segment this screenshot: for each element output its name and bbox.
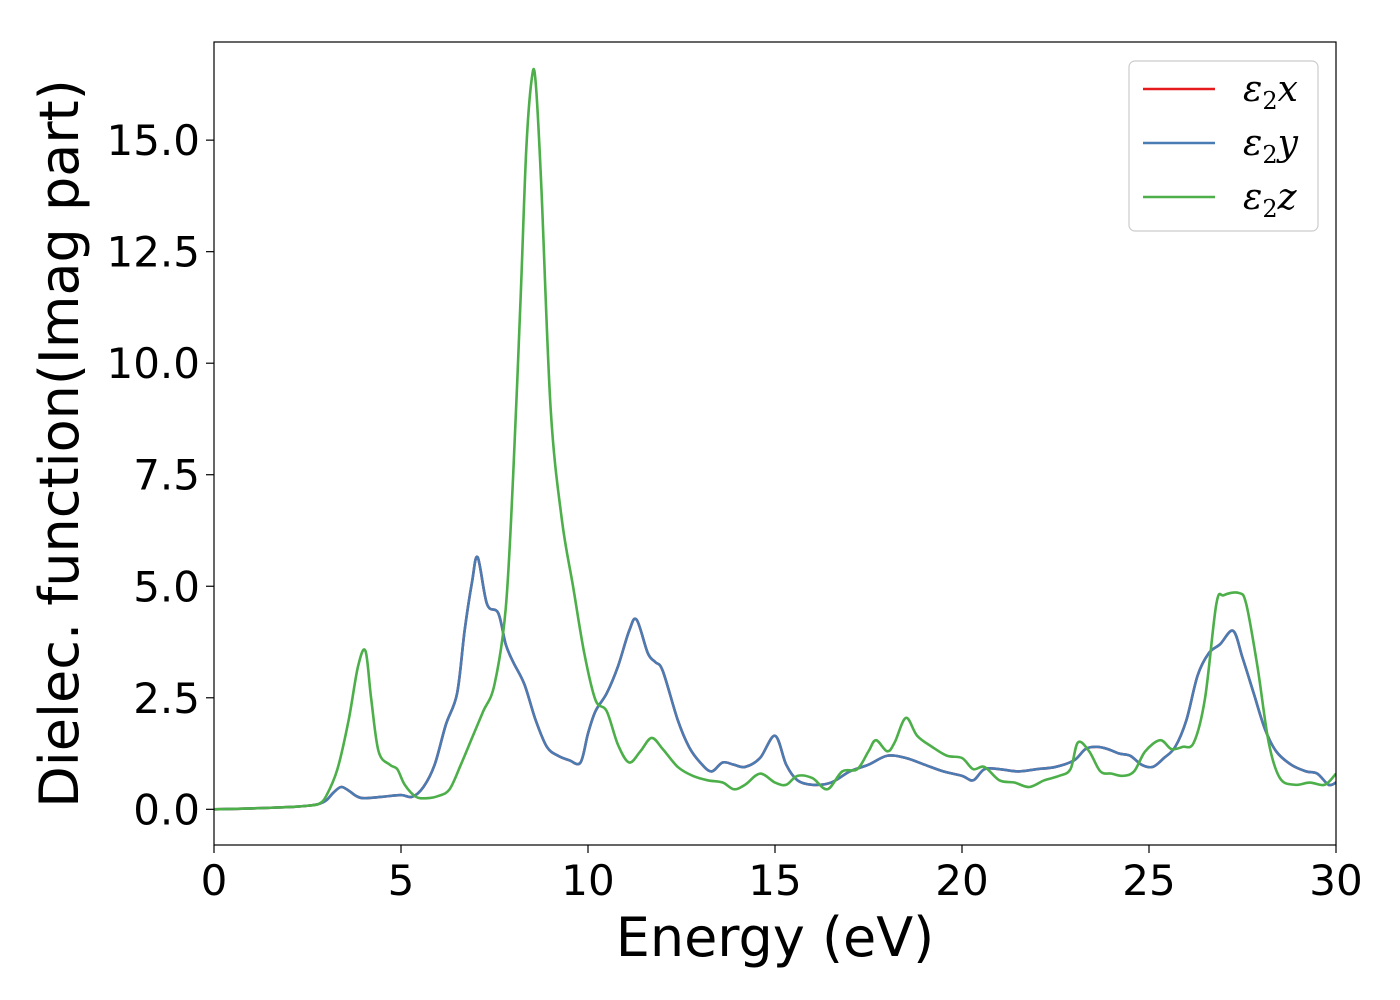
legend-box (1128, 60, 1319, 232)
x-axis-label: Energy (eV) (616, 906, 935, 969)
y-tick-label: 0.0 (133, 785, 200, 834)
legend-subscript: 2 (1262, 87, 1277, 115)
y-axis-label: Dielec. function(Imag part) (28, 79, 91, 808)
legend-symbol: ε (1243, 123, 1262, 164)
legend-component: x (1278, 69, 1298, 110)
legend-component: y (1276, 123, 1299, 164)
series-line-z (214, 67, 1336, 811)
x-tick-label: 20 (935, 856, 988, 905)
legend-label-y: ε2y (1243, 123, 1299, 169)
y-tick-label: 2.5 (133, 674, 200, 723)
legend-subscript: 2 (1262, 141, 1277, 169)
series-line-x (214, 555, 1336, 811)
legend-label-z: ε2z (1243, 177, 1298, 223)
y-tick-label: 12.5 (106, 228, 200, 277)
legend-symbol: ε (1243, 69, 1262, 110)
x-tick-label: 10 (561, 856, 614, 905)
legend-subscript: 2 (1262, 195, 1277, 223)
legend-symbol: ε (1243, 177, 1262, 218)
y-tick-label: 7.5 (133, 451, 200, 500)
x-tick-label: 5 (388, 856, 415, 905)
series-lines (214, 67, 1336, 811)
y-tick-label: 15.0 (106, 116, 200, 165)
x-tick-label: 15 (748, 856, 801, 905)
legend-component: z (1277, 177, 1298, 218)
x-tick-label: 0 (201, 856, 228, 905)
y-tick-label: 10.0 (106, 339, 200, 388)
legend-label-x: ε2x (1243, 69, 1298, 115)
series-line-y (214, 555, 1336, 811)
x-tick-label: 30 (1309, 856, 1362, 905)
y-axis-ticks: 0.0 2.5 5.0 7.5 10.0 12.5 15.0 (106, 116, 214, 834)
x-tick-label: 25 (1122, 856, 1175, 905)
x-axis-ticks: 0 5 10 15 20 25 30 (201, 845, 1363, 905)
y-tick-label: 5.0 (133, 562, 200, 611)
